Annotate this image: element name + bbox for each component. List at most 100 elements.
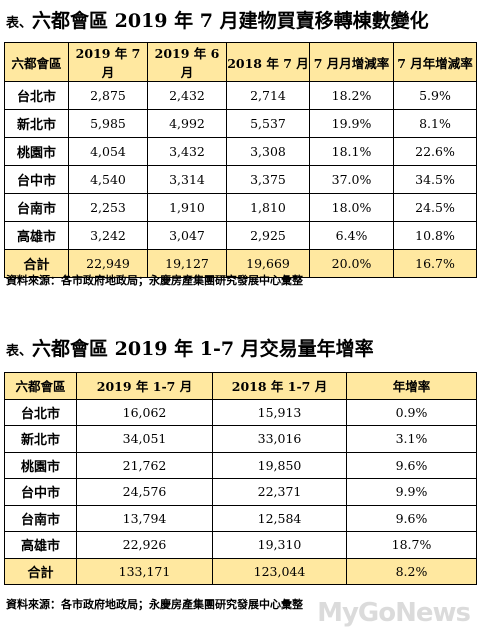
table-cell: 3.1% — [346, 425, 477, 453]
table-cell: 18.7% — [346, 531, 477, 559]
table-cell: 3,308 — [226, 137, 310, 166]
table-cell: 5,537 — [226, 109, 310, 138]
city-name-cell: 新北市 — [4, 425, 77, 453]
table-cell: 2,432 — [147, 81, 227, 110]
table-cell: 3,047 — [147, 221, 227, 250]
table-cell: 1,810 — [226, 193, 310, 222]
table2-source-note: 資料來源：各市政府地政局；永慶房產集團研究發展中心彙整 — [6, 598, 303, 611]
table-cell: 4,054 — [68, 137, 148, 166]
table-cell: 15,913 — [212, 398, 347, 426]
table-row: 台南市 2,253 1,910 1,810 18.0% 24.5% — [4, 193, 477, 222]
mygonews-watermark-logo: MyGoNews — [317, 598, 471, 628]
table-row: 新北市 34,051 33,016 3.1% — [4, 425, 477, 453]
table-row: 高雄市 3,242 3,047 2,925 6.4% 10.8% — [4, 221, 477, 250]
table-cell: 10.8% — [393, 221, 477, 250]
total-cell: 16.7% — [393, 249, 477, 278]
total-cell: 133,171 — [76, 557, 213, 585]
table-cell: 22,926 — [76, 531, 213, 559]
table-cell: 33,016 — [212, 425, 347, 453]
table-row: 台中市 24,576 22,371 9.9% — [4, 478, 477, 506]
city-name-cell: 桃園市 — [4, 137, 69, 166]
table-row: 台北市 16,062 15,913 0.9% — [4, 398, 477, 426]
table-cell: 2,925 — [226, 221, 310, 250]
column-header: 2018 年 1-7 月 — [212, 372, 347, 400]
city-name-cell: 高雄市 — [4, 221, 69, 250]
table-row: 台南市 13,794 12,584 9.6% — [4, 504, 477, 532]
total-label-cell: 合計 — [4, 249, 69, 278]
table2-title: 表、六都會區 2019 年 1-7 月交易量年增率 — [6, 334, 374, 361]
column-header: 年增率 — [346, 372, 477, 400]
table-cell: 37.0% — [309, 165, 394, 194]
column-header: 六都會區 — [4, 42, 69, 82]
table-row: 桃園市 21,762 19,850 9.6% — [4, 451, 477, 479]
table-cell: 3,314 — [147, 165, 227, 194]
table-cell: 19,850 — [212, 451, 347, 479]
table-cell: 9.9% — [346, 478, 477, 506]
total-cell: 8.2% — [346, 557, 477, 585]
table-cell: 19,310 — [212, 531, 347, 559]
table-cell: 5,985 — [68, 109, 148, 138]
total-cell: 19,127 — [147, 249, 227, 278]
table-row: 台北市 2,875 2,432 2,714 18.2% 5.9% — [4, 81, 477, 110]
table-cell: 13,794 — [76, 504, 213, 532]
table-cell: 2,714 — [226, 81, 310, 110]
ytd-growth-table: 六都會區 2019 年 1-7 月 2018 年 1-7 月年增率 台北市 16,06… — [4, 372, 477, 585]
total-cell: 20.0% — [309, 249, 394, 278]
table1-title-text: 六都會區 2019 年 7 月建物買賣移轉棟數變化 — [32, 10, 429, 32]
table1-title: 表、六都會區 2019 年 7 月建物買賣移轉棟數變化 — [6, 6, 429, 33]
table-cell: 4,540 — [68, 165, 148, 194]
table-cell: 24.5% — [393, 193, 477, 222]
column-header: 7 月月增減率 — [309, 42, 394, 82]
table1-source-note: 資料來源：各市政府地政局；永慶房產集團研究發展中心彙整 — [6, 274, 303, 287]
table2-title-prefix: 表、 — [6, 344, 33, 359]
city-name-cell: 台南市 — [4, 504, 77, 532]
city-name-cell: 台中市 — [4, 165, 69, 194]
table-cell: 9.6% — [346, 451, 477, 479]
table2-title-text: 六都會區 2019 年 1-7 月交易量年增率 — [32, 338, 374, 360]
column-header: 2018 年 7 月 — [226, 42, 310, 82]
total-row: 合計 22,949 19,127 19,669 20.0% 16.7% — [4, 249, 477, 278]
table1-title-prefix: 表、 — [6, 16, 33, 31]
table-row: 新北市 5,985 4,992 5,537 19.9% 8.1% — [4, 109, 477, 138]
table-cell: 4,992 — [147, 109, 227, 138]
column-header: 2019 年 1-7 月 — [76, 372, 213, 400]
table-cell: 19.9% — [309, 109, 394, 138]
table-cell: 0.9% — [346, 398, 477, 426]
table-cell: 18.2% — [309, 81, 394, 110]
table-cell: 3,242 — [68, 221, 148, 250]
table-cell: 24,576 — [76, 478, 213, 506]
table-cell: 18.1% — [309, 137, 394, 166]
table-cell: 22.6% — [393, 137, 477, 166]
table-cell: 9.6% — [346, 504, 477, 532]
table-cell: 2,253 — [68, 193, 148, 222]
city-name-cell: 桃園市 — [4, 451, 77, 479]
city-name-cell: 台北市 — [4, 398, 77, 426]
table-cell: 3,375 — [226, 165, 310, 194]
table-cell: 6.4% — [309, 221, 394, 250]
city-name-cell: 高雄市 — [4, 531, 77, 559]
column-header: 六都會區 — [4, 372, 77, 400]
city-name-cell: 台北市 — [4, 81, 69, 110]
column-header: 2019 年 7 月 — [68, 42, 148, 82]
table-row: 桃園市 4,054 3,432 3,308 18.1% 22.6% — [4, 137, 477, 166]
table-cell: 1,910 — [147, 193, 227, 222]
table-cell: 34.5% — [393, 165, 477, 194]
table-row: 高雄市 22,926 19,310 18.7% — [4, 531, 477, 559]
total-row: 合計 133,171 123,044 8.2% — [4, 557, 477, 585]
table-cell: 12,584 — [212, 504, 347, 532]
table-cell: 3,432 — [147, 137, 227, 166]
column-header: 2019 年 6 月 — [147, 42, 227, 82]
table-cell: 22,371 — [212, 478, 347, 506]
table2-header-row: 六都會區 2019 年 1-7 月 2018 年 1-7 月年增率 — [4, 372, 477, 400]
table1-body: 台北市 2,875 2,432 2,714 18.2% 5.9% 新北市 5,985 4,992… — [4, 81, 477, 278]
city-name-cell: 新北市 — [4, 109, 69, 138]
city-name-cell: 台南市 — [4, 193, 69, 222]
total-cell: 123,044 — [212, 557, 347, 585]
column-header: 7 月年增減率 — [393, 42, 477, 82]
table-cell: 16,062 — [76, 398, 213, 426]
table-cell: 18.0% — [309, 193, 394, 222]
table2-body: 台北市 16,062 15,913 0.9% 新北市 34,051 33,016 3.1% 桃園… — [4, 398, 477, 585]
city-name-cell: 台中市 — [4, 478, 77, 506]
